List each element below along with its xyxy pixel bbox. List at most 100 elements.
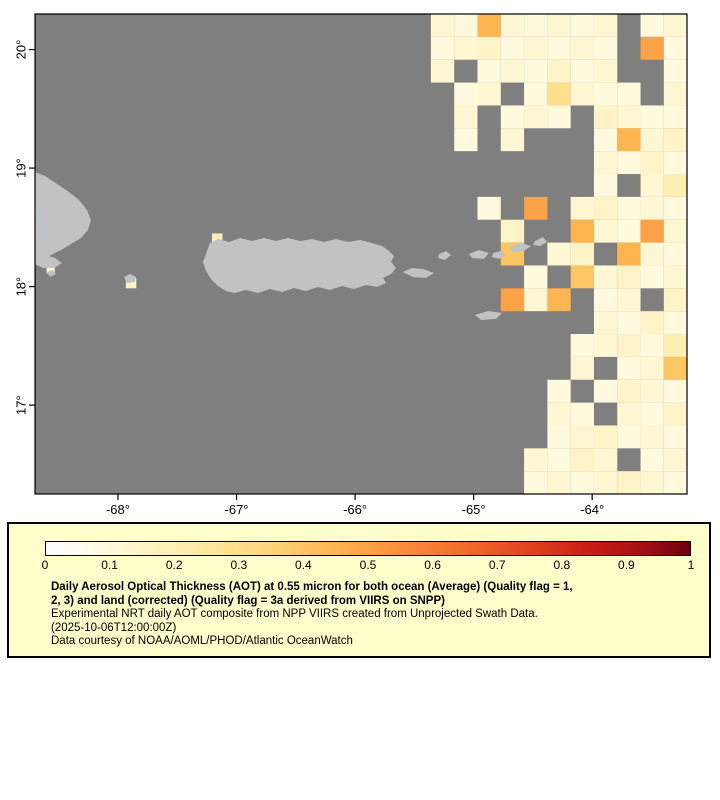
aot-cell <box>640 425 664 449</box>
aot-cell <box>593 151 618 175</box>
aot-cell <box>524 288 548 312</box>
aot-cell <box>500 105 525 129</box>
aot-cell <box>570 334 594 357</box>
legend-text: Daily Aerosol Optical Thickness (AOT) at… <box>51 581 701 649</box>
aot-cell <box>663 379 687 403</box>
aot-map: 20° 19° 18° 17° -68° -67° -66° -65° -64° <box>14 13 688 517</box>
aot-cell <box>547 82 571 106</box>
aot-cell <box>570 82 594 106</box>
aot-cell <box>640 242 664 266</box>
aot-cell <box>547 288 571 312</box>
aot-cell <box>547 242 571 266</box>
aot-cell <box>617 311 641 335</box>
y-axis-label: 17° <box>14 395 29 415</box>
aot-cell <box>547 471 571 494</box>
aot-cell <box>593 288 618 312</box>
aot-cell <box>593 105 618 129</box>
aot-cell <box>640 471 664 494</box>
aot-cell <box>617 151 641 175</box>
aot-cell <box>500 59 525 83</box>
aot-cell <box>617 128 641 152</box>
aot-cell <box>430 14 455 37</box>
aot-cell <box>593 14 618 37</box>
colorbar-tick-label: 0.1 <box>101 558 118 572</box>
colorbar-tick-label: 1 <box>687 558 695 572</box>
aot-cell <box>640 105 664 129</box>
aot-cell <box>500 288 525 312</box>
aot-cell <box>663 265 687 289</box>
aot-cell <box>640 174 664 197</box>
legend-panel: 0 0.1 0.2 0.3 0.4 0.5 0.6 0.7 0.8 0.9 1 Daily Aero… <box>7 522 711 658</box>
aot-cell <box>640 219 664 243</box>
colorbar-tick-label: 0.4 <box>295 558 312 572</box>
colorbar-tick-label: 0.5 <box>359 558 377 572</box>
aot-cell <box>524 265 548 289</box>
aot-cell <box>593 128 618 152</box>
map-plot-area: 20° 19° 18° 17° -68° -67° -66° -65° -64° <box>14 13 688 517</box>
aot-cell <box>663 59 687 83</box>
aot-data-cells <box>35 14 687 494</box>
aot-cell <box>663 356 687 380</box>
land-polygon <box>403 268 434 278</box>
land-polygon <box>492 251 506 259</box>
aot-cell <box>640 265 664 289</box>
aot-cell <box>477 36 501 60</box>
colorbar-tick-label: 0.6 <box>424 558 441 572</box>
aot-cell <box>663 425 687 449</box>
aot-cell <box>663 219 687 243</box>
river-line <box>38 209 48 245</box>
aot-cell <box>663 311 687 335</box>
x-axis-label: -67° <box>225 502 249 517</box>
aot-cell <box>640 402 664 426</box>
aot-cell <box>617 334 641 357</box>
aot-cell <box>477 59 501 83</box>
aot-cell <box>593 59 618 83</box>
aot-cell <box>593 174 618 197</box>
aot-cell <box>617 288 641 312</box>
aot-cell <box>617 425 641 449</box>
land-polygon <box>438 251 451 260</box>
aot-cell <box>617 105 641 129</box>
aot-cell <box>663 14 687 37</box>
aot-cell <box>593 36 618 60</box>
aot-cell <box>46 265 55 274</box>
aot-cell <box>640 334 664 357</box>
x-axis-label: -64° <box>580 502 604 517</box>
y-axis-label: 19° <box>14 158 29 178</box>
aot-cell <box>640 311 664 335</box>
aot-cell <box>570 14 594 37</box>
aot-cell <box>617 219 641 243</box>
aot-cell <box>524 105 548 129</box>
x-axis-label: -66° <box>343 502 367 517</box>
map-frame <box>34 13 688 495</box>
aot-cell <box>663 242 687 266</box>
aot-cell <box>570 425 594 449</box>
aot-cell <box>524 82 548 106</box>
aot-cell <box>125 278 137 289</box>
legend-title-line-1: Daily Aerosol Optical Thickness (AOT) at… <box>51 581 573 593</box>
aot-cell <box>663 334 687 357</box>
aot-cell <box>500 219 525 243</box>
aot-cell <box>663 105 687 129</box>
aot-cell <box>570 36 594 60</box>
land-polygon <box>35 255 62 268</box>
colorbar-tick-label: 0.8 <box>553 558 571 572</box>
aot-cell <box>500 14 525 37</box>
aot-cell <box>547 425 571 449</box>
aot-cell <box>454 36 478 60</box>
aot-cell <box>617 471 641 494</box>
aot-cell <box>570 59 594 83</box>
aot-cell <box>570 242 594 266</box>
aot-cell <box>663 288 687 312</box>
colorbar-tick-label: 0.3 <box>230 558 248 572</box>
aot-cell <box>617 242 641 266</box>
aot-cell <box>570 265 594 289</box>
aot-cell <box>547 105 571 129</box>
aot-cell <box>547 448 571 472</box>
aot-cell <box>663 448 687 472</box>
legend-timestamp: (2025-10-06T12:00:00Z) <box>51 621 177 634</box>
colorbar-tick-label: 0 <box>41 558 49 572</box>
colorbar-scale: 0 0.1 0.2 0.3 0.4 0.5 0.6 0.7 0.8 0.9 1 <box>41 558 695 574</box>
aot-cell <box>593 334 618 357</box>
